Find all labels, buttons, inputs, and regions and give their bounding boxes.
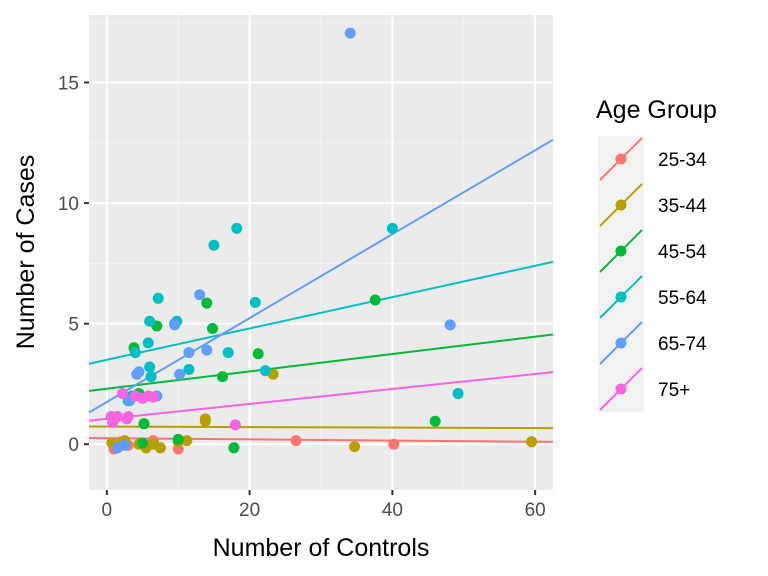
point-45-54 (369, 294, 381, 306)
legend-key-point (615, 245, 627, 257)
legend-key-point (615, 383, 627, 395)
y-axis-title: Number of Cases (12, 155, 40, 350)
point-55-64 (129, 347, 141, 359)
point-55-64 (222, 347, 234, 359)
legend-key-point (615, 291, 627, 303)
point-65-74 (194, 289, 206, 301)
x-axis: 0 20 40 60 (102, 490, 546, 521)
y-tick-label: 15 (58, 74, 79, 95)
point-45-54 (206, 322, 218, 334)
x-tick-label: 20 (239, 500, 260, 521)
point-65-74 (444, 319, 456, 331)
y-tick-label: 10 (58, 194, 79, 215)
point-55-64 (142, 337, 154, 349)
point-55-64 (386, 222, 398, 234)
point-35-44 (181, 435, 193, 447)
point-35-44 (154, 442, 166, 454)
fit-line-45-54 (88, 333, 554, 392)
point-25-34 (388, 438, 400, 450)
legend-label: 45-54 (658, 242, 707, 263)
point-55-64 (231, 222, 243, 234)
x-axis-title: Number of Controls (213, 534, 430, 562)
fit-line-25-34 (88, 437, 554, 443)
legend-label: 35-44 (658, 196, 707, 217)
point-65-74 (133, 366, 145, 378)
point-55-64 (152, 292, 164, 304)
point-55-64 (144, 361, 156, 373)
point-35-44 (526, 436, 538, 448)
point-55-64 (183, 363, 195, 375)
point-75+ (112, 410, 124, 422)
point-55-64 (145, 371, 157, 383)
point-75+ (147, 391, 159, 403)
point-45-54 (138, 418, 150, 430)
point-55-64 (249, 296, 261, 308)
point-25-34 (290, 435, 302, 447)
legend-key-point (615, 337, 627, 349)
minor-grid (89, 15, 553, 490)
point-45-54 (137, 437, 149, 449)
point-55-64 (144, 315, 156, 327)
legend: Age Group 25-34 35-44 45-54 55-64 65-74 75+ (596, 96, 717, 412)
legend-label: 75+ (658, 380, 690, 401)
points (105, 27, 538, 455)
legend-key-point (615, 153, 627, 165)
fit-lines (88, 138, 554, 443)
y-tick-label: 5 (68, 315, 79, 336)
fit-line-75+ (88, 371, 554, 422)
point-55-64 (259, 365, 271, 377)
fit-line-55-64 (88, 260, 554, 365)
point-65-74 (344, 27, 356, 39)
point-45-54 (252, 348, 264, 360)
point-55-64 (208, 239, 220, 251)
point-45-54 (201, 297, 213, 309)
point-45-54 (172, 433, 184, 445)
major-grid (89, 15, 553, 490)
y-tick-label: 0 (68, 435, 79, 456)
y-axis: 0 5 10 15 (58, 74, 89, 456)
point-75+ (229, 419, 241, 431)
point-65-74 (169, 319, 181, 331)
point-45-54 (429, 415, 441, 427)
legend-title: Age Group (596, 96, 717, 124)
point-65-74 (183, 347, 195, 359)
point-65-74 (201, 344, 213, 356)
point-35-44 (349, 441, 361, 453)
legend-label: 55-64 (658, 288, 707, 309)
point-45-54 (228, 442, 240, 454)
point-75+ (122, 410, 134, 422)
x-tick-label: 0 (102, 500, 113, 521)
x-tick-label: 40 (382, 500, 403, 521)
legend-label: 25-34 (658, 150, 707, 171)
point-65-74 (174, 368, 186, 380)
fit-line-65-74 (88, 138, 554, 414)
point-55-64 (452, 388, 464, 400)
legend-label: 65-74 (658, 334, 707, 355)
fit-line-35-44 (88, 425, 554, 430)
point-75+ (117, 388, 129, 400)
x-tick-label: 60 (525, 500, 546, 521)
point-65-74 (119, 439, 131, 451)
point-45-54 (216, 371, 228, 383)
legend-key-point (615, 199, 627, 211)
point-35-44 (199, 413, 211, 425)
